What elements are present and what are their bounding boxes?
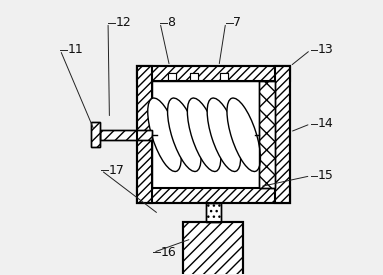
Text: 16: 16 xyxy=(160,246,176,259)
Bar xyxy=(206,203,221,222)
Bar xyxy=(168,73,176,80)
Text: 11: 11 xyxy=(67,43,83,56)
Text: 17: 17 xyxy=(109,164,124,177)
Bar xyxy=(259,81,275,188)
Bar xyxy=(152,81,275,188)
Bar xyxy=(137,66,290,81)
Bar xyxy=(206,203,221,222)
Bar xyxy=(91,122,100,147)
Text: 8: 8 xyxy=(167,16,175,29)
Bar xyxy=(100,130,152,140)
Bar xyxy=(168,73,176,80)
Ellipse shape xyxy=(187,98,221,172)
Bar xyxy=(91,122,100,147)
Bar xyxy=(100,130,152,140)
Ellipse shape xyxy=(207,98,241,172)
Bar xyxy=(137,66,290,203)
Text: 14: 14 xyxy=(318,117,334,130)
Text: 13: 13 xyxy=(318,43,334,56)
Ellipse shape xyxy=(227,98,260,172)
Bar xyxy=(190,73,198,80)
Bar xyxy=(190,73,198,80)
Text: 12: 12 xyxy=(115,16,131,29)
Text: 15: 15 xyxy=(318,169,334,182)
Bar xyxy=(220,73,228,80)
Ellipse shape xyxy=(148,98,181,172)
Bar xyxy=(183,222,244,275)
Bar xyxy=(259,81,275,188)
Text: 7: 7 xyxy=(233,16,241,29)
Bar xyxy=(137,66,152,203)
Bar xyxy=(183,222,244,275)
Bar xyxy=(220,73,228,80)
Bar xyxy=(137,188,290,203)
Bar xyxy=(275,66,290,203)
Ellipse shape xyxy=(167,98,201,172)
